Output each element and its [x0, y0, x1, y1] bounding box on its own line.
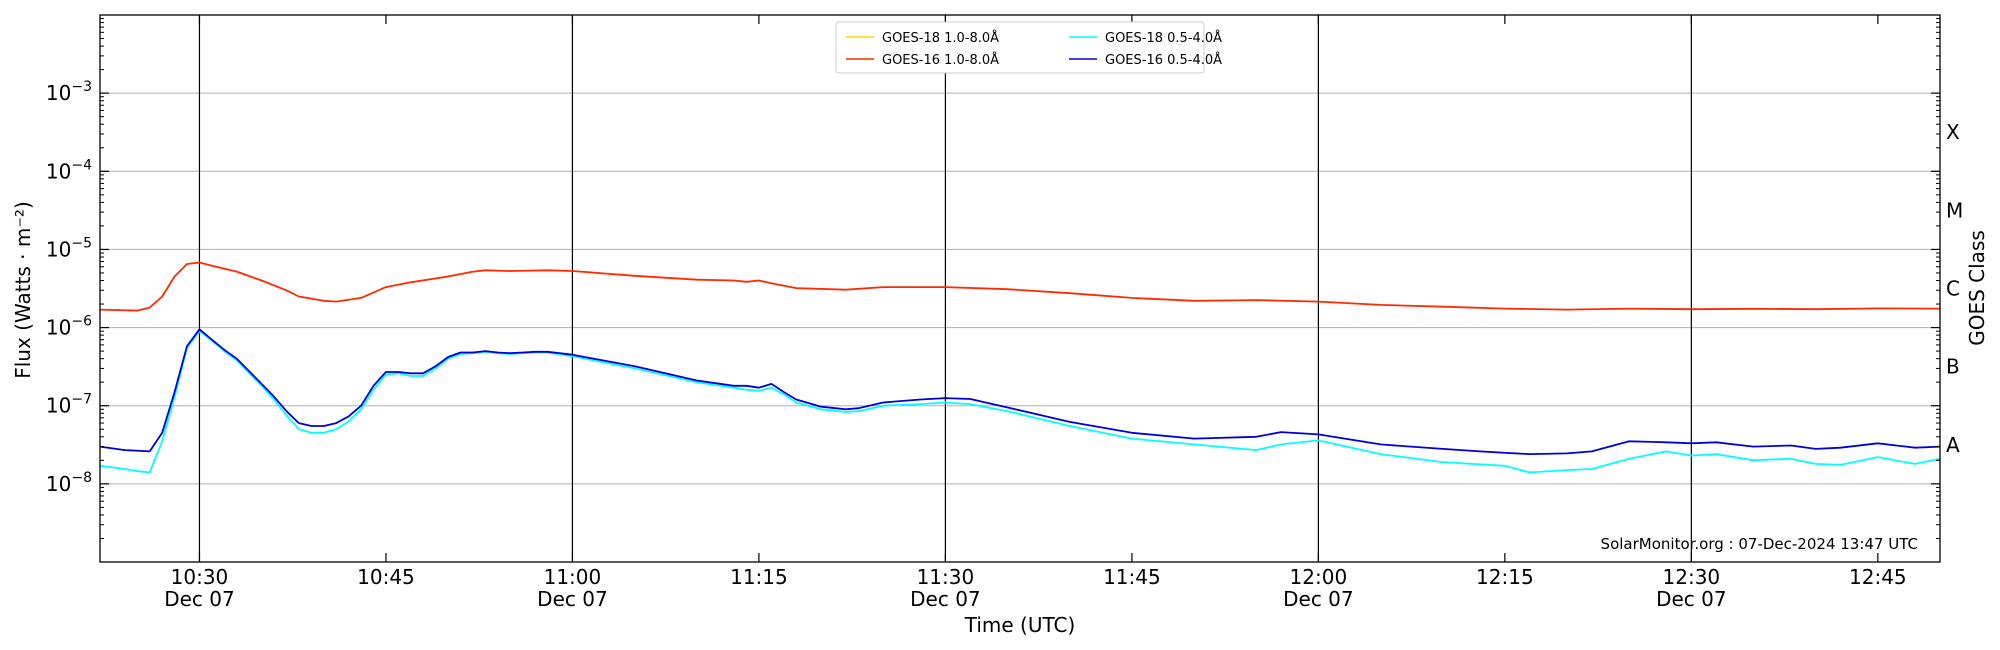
x-tick-date-label: Dec 07: [537, 587, 608, 611]
legend-label: GOES-18 1.0-8.0Å: [882, 30, 999, 46]
right-axis-title: GOES Class: [1965, 230, 1989, 346]
x-tick-date-label: Dec 07: [1283, 587, 1354, 611]
y-tick-exponent: −8: [71, 470, 92, 486]
y-tick-label: 10−6: [46, 314, 92, 340]
legend-label: GOES-16 1.0-8.0Å: [882, 52, 999, 68]
legend-box: [835, 21, 1205, 74]
series-line: [99, 261, 1941, 312]
legend-label: GOES-18 0.5-4.0Å: [1105, 30, 1222, 46]
x-tick-label: 12:45: [1849, 565, 1907, 589]
day-marker-lines: [198, 15, 1692, 562]
x-tick-label: 11:30: [917, 565, 975, 589]
series-lines: [99, 261, 1941, 474]
axis-ticks: [100, 15, 1940, 562]
goes-class-label: M: [1946, 198, 1963, 222]
y-tick-base: 10: [46, 159, 71, 183]
plot-frame: [99, 14, 1941, 563]
y-tick-exponent: −7: [71, 392, 92, 408]
y-tick-base: 10: [46, 394, 71, 418]
y-axis-title: Flux (Watts · m⁻²): [11, 201, 35, 379]
y-tick-label: 10−3: [46, 79, 92, 105]
legend-label: GOES-16 0.5-4.0Å: [1105, 52, 1222, 68]
series-line: [99, 328, 1941, 456]
y-tick-label: 10−5: [46, 235, 92, 261]
goes-class-label: A: [1946, 433, 1960, 457]
goes-class-label: B: [1946, 355, 1960, 379]
x-tick-label: 10:45: [357, 565, 415, 589]
y-tick-label: 10−4: [46, 157, 92, 183]
x-tick-label: 12:30: [1663, 565, 1721, 589]
goes-class-labels: A B C M X: [1946, 120, 1963, 457]
x-tick-label: 10:30: [171, 565, 229, 589]
x-tick-label: 11:45: [1103, 565, 1161, 589]
x-tick-label: 11:15: [730, 565, 788, 589]
y-tick-exponent: −6: [71, 314, 92, 330]
source-annotation: SolarMonitor.org : 07-Dec-2024 13:47 UTC: [1601, 535, 1918, 553]
plot-background: [100, 15, 1940, 562]
y-tick-exponent: −4: [71, 157, 92, 173]
x-tick-date-label: Dec 07: [164, 587, 235, 611]
y-tick-base: 10: [46, 472, 71, 496]
legend: GOES-18 1.0-8.0Å GOES-18 0.5-4.0Å GOES-16 …: [835, 21, 1222, 74]
y-tick-base: 10: [46, 316, 71, 340]
x-axis-title: Time (UTC): [964, 613, 1076, 637]
x-tick-date-label: Dec 07: [910, 587, 981, 611]
y-tick-labels: 10−810−710−610−510−410−3: [46, 79, 92, 496]
x-tick-date-label: Dec 07: [1656, 587, 1727, 611]
y-tick-base: 10: [46, 237, 71, 261]
y-tick-exponent: −3: [71, 79, 92, 95]
y-tick-exponent: −5: [71, 235, 92, 251]
x-tick-label: 12:00: [1290, 565, 1348, 589]
series-line: [99, 330, 1941, 474]
y-tick-label: 10−7: [46, 392, 92, 418]
grid-lines: [100, 92, 1940, 485]
x-tick-label: 12:15: [1476, 565, 1534, 589]
goes-class-label: X: [1946, 120, 1960, 144]
y-tick-label: 10−8: [46, 470, 92, 496]
goes-class-label: C: [1946, 277, 1960, 301]
x-tick-label: 11:00: [544, 565, 602, 589]
y-tick-base: 10: [46, 81, 71, 105]
